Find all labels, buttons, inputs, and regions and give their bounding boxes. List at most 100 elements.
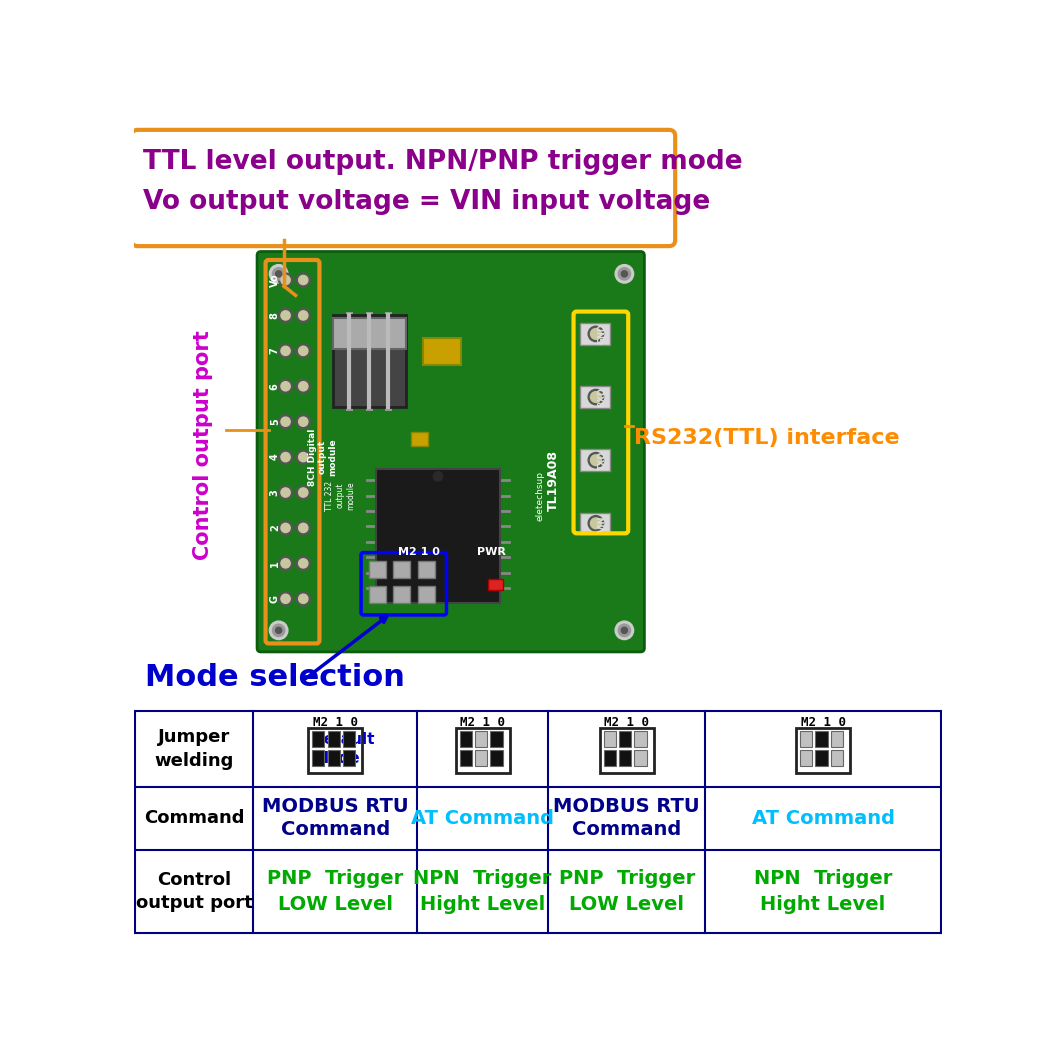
Bar xyxy=(333,315,405,407)
Circle shape xyxy=(298,453,308,462)
Bar xyxy=(490,731,503,747)
Circle shape xyxy=(618,268,630,280)
Bar xyxy=(456,728,509,773)
Bar xyxy=(488,579,504,589)
Circle shape xyxy=(588,390,604,404)
Circle shape xyxy=(298,523,308,532)
Text: M2 1 0: M2 1 0 xyxy=(313,716,358,730)
Circle shape xyxy=(296,450,310,464)
Text: TXD: TXD xyxy=(597,450,607,469)
Bar xyxy=(309,728,362,773)
Text: Mode selection: Mode selection xyxy=(145,663,405,692)
Circle shape xyxy=(298,417,308,426)
Bar xyxy=(394,561,411,578)
Text: default
Mode: default Mode xyxy=(313,732,375,765)
Circle shape xyxy=(588,516,604,531)
Circle shape xyxy=(296,379,310,393)
Bar xyxy=(581,386,610,407)
Circle shape xyxy=(278,415,293,428)
Text: TTL level output. NPN/PNP trigger mode: TTL level output. NPN/PNP trigger mode xyxy=(143,149,742,175)
Text: MODBUS RTU
Command: MODBUS RTU Command xyxy=(553,797,700,840)
Text: M2 1 0: M2 1 0 xyxy=(604,716,649,730)
Circle shape xyxy=(434,471,443,481)
Text: Jumper
welding: Jumper welding xyxy=(154,728,234,770)
Text: PWR: PWR xyxy=(477,547,505,557)
Text: 3: 3 xyxy=(270,489,279,496)
Text: RXD: RXD xyxy=(597,387,607,407)
Circle shape xyxy=(272,624,285,636)
Circle shape xyxy=(278,273,293,287)
Circle shape xyxy=(590,455,602,465)
Circle shape xyxy=(296,344,310,358)
Bar xyxy=(312,731,324,747)
Circle shape xyxy=(618,624,630,636)
Text: G: G xyxy=(270,594,279,603)
Bar xyxy=(418,587,435,604)
Circle shape xyxy=(298,346,308,356)
Circle shape xyxy=(278,485,293,500)
Bar xyxy=(634,731,647,747)
Text: PNP  Trigger
LOW Level: PNP Trigger LOW Level xyxy=(267,868,403,915)
Text: 6: 6 xyxy=(270,383,279,390)
Text: RS232(TTL) interface: RS232(TTL) interface xyxy=(634,427,900,448)
Text: NPN  Trigger
Hight Level: NPN Trigger Hight Level xyxy=(414,868,552,915)
Bar xyxy=(475,751,487,765)
Circle shape xyxy=(298,311,308,320)
Bar xyxy=(581,512,610,534)
Text: 8: 8 xyxy=(270,312,279,319)
Bar xyxy=(581,323,610,344)
Bar xyxy=(600,728,653,773)
Text: MODBUS RTU
Command: MODBUS RTU Command xyxy=(261,797,408,840)
Circle shape xyxy=(298,381,308,391)
Circle shape xyxy=(590,518,602,529)
Bar xyxy=(369,587,385,604)
Text: PNP  Trigger
LOW Level: PNP Trigger LOW Level xyxy=(559,868,695,915)
Bar xyxy=(831,751,843,765)
Bar xyxy=(475,731,487,747)
Text: GND: GND xyxy=(597,323,607,344)
Circle shape xyxy=(298,594,308,604)
Text: 5: 5 xyxy=(270,418,279,425)
Bar xyxy=(620,751,631,765)
Text: Control
output port: Control output port xyxy=(135,870,253,912)
Bar xyxy=(369,561,385,578)
Bar xyxy=(634,751,647,765)
Text: Command: Command xyxy=(144,810,245,827)
Bar xyxy=(422,338,461,364)
Text: 4: 4 xyxy=(270,454,279,461)
Circle shape xyxy=(281,381,290,391)
FancyBboxPatch shape xyxy=(257,252,645,652)
Text: M2 1 0: M2 1 0 xyxy=(800,716,845,730)
Bar xyxy=(620,731,631,747)
Text: NPN  Trigger
Hight Level: NPN Trigger Hight Level xyxy=(754,868,892,915)
Circle shape xyxy=(590,329,602,339)
Text: 1: 1 xyxy=(270,560,279,567)
Circle shape xyxy=(278,309,293,322)
Circle shape xyxy=(296,309,310,322)
Circle shape xyxy=(281,453,290,462)
Circle shape xyxy=(278,344,293,358)
Bar xyxy=(831,731,843,747)
Text: 2: 2 xyxy=(270,525,279,531)
Text: M2 1 0: M2 1 0 xyxy=(460,716,505,730)
Text: TTL 232
output
module: TTL 232 output module xyxy=(326,481,355,510)
Bar xyxy=(328,731,340,747)
Circle shape xyxy=(296,485,310,500)
Circle shape xyxy=(298,488,308,497)
Circle shape xyxy=(278,450,293,464)
Bar xyxy=(800,731,813,747)
Circle shape xyxy=(296,521,310,534)
Bar xyxy=(343,751,355,765)
Bar xyxy=(816,751,827,765)
Circle shape xyxy=(278,592,293,606)
Bar xyxy=(343,731,355,747)
Circle shape xyxy=(296,273,310,287)
Circle shape xyxy=(270,622,288,639)
Circle shape xyxy=(281,488,290,497)
Circle shape xyxy=(281,275,290,285)
Circle shape xyxy=(281,311,290,320)
Text: Vo output voltage = VIN input voltage: Vo output voltage = VIN input voltage xyxy=(143,189,711,215)
Bar xyxy=(581,449,610,471)
Circle shape xyxy=(278,379,293,393)
Circle shape xyxy=(281,346,290,356)
